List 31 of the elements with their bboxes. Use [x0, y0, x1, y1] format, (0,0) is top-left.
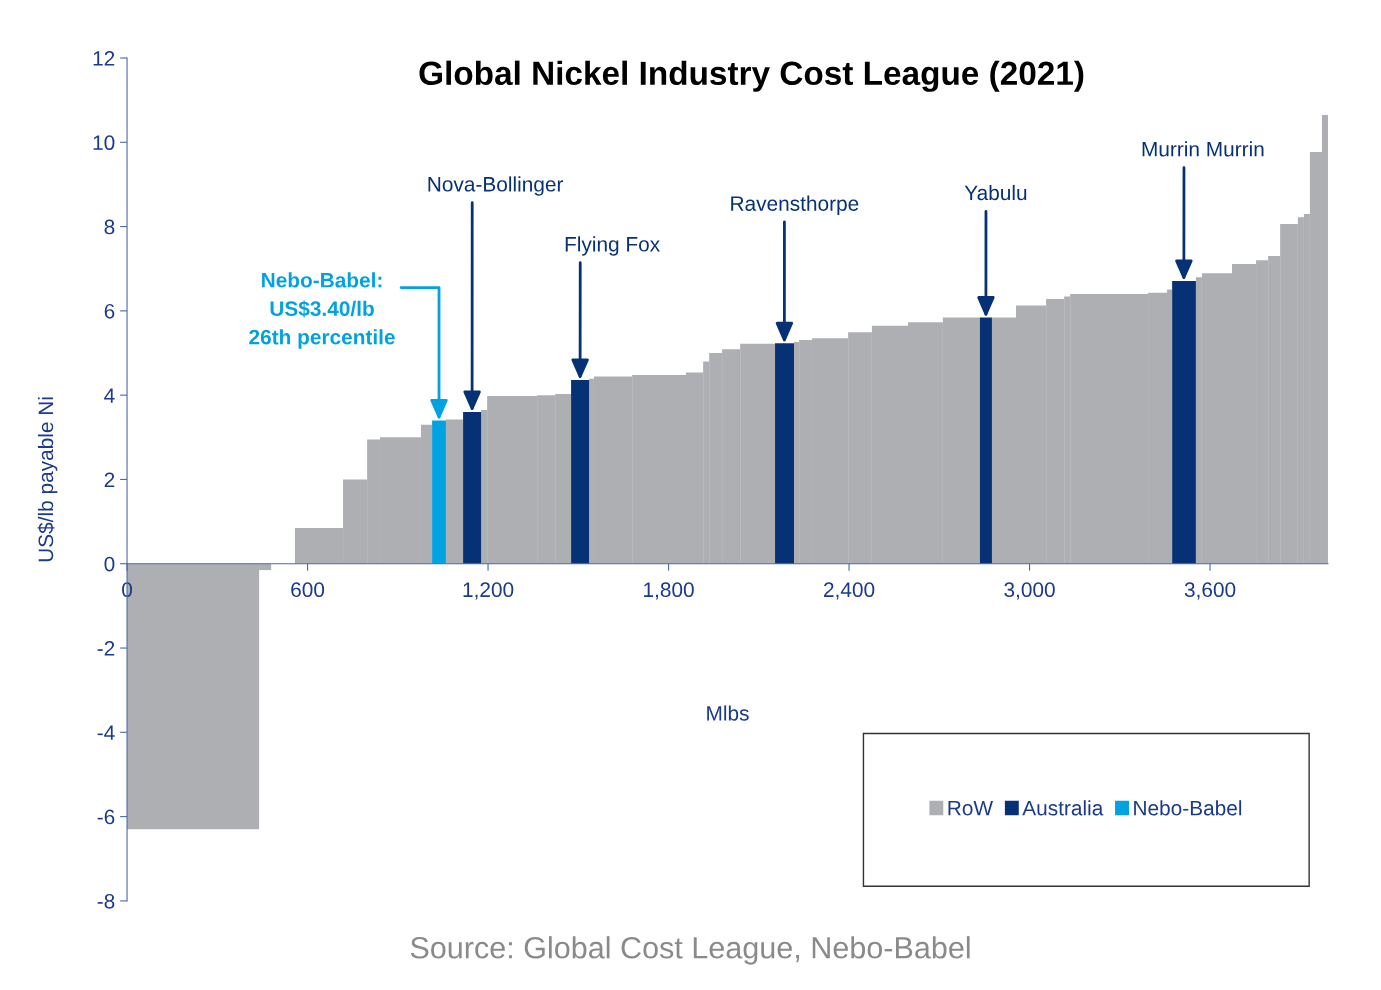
annotation: Flying Fox — [565, 236, 660, 256]
source-note: Source: Global Cost League, Nebo-Babel — [410, 936, 970, 965]
y-tick-label: 8 — [104, 219, 115, 235]
y-axis-title: US$/lb payable Ni — [37, 397, 58, 562]
x-tick-label: 1,800 — [644, 582, 694, 600]
annotation: Ravensthorpe — [731, 195, 859, 216]
x-axis-title: Mlbs — [707, 705, 749, 721]
x-tick-label: 2,400 — [824, 582, 875, 600]
x-tick-label: 3,000 — [1004, 582, 1055, 600]
legend-label: Australia — [1022, 800, 1104, 816]
legend-label: RoW — [948, 800, 993, 816]
y-tick-label: 0 — [104, 556, 115, 572]
y-tick-label: 2 — [104, 472, 115, 488]
annotation: Yabulu — [964, 184, 1027, 201]
y-tick-label: 10 — [93, 135, 115, 151]
y-tick-label: -4 — [97, 725, 115, 740]
y-tick-label: -6 — [97, 809, 115, 825]
y-tick-label: -8 — [97, 893, 115, 909]
annotation: Nebo-Babel: US$3.40/lb 26th percentile — [249, 272, 395, 349]
x-tick-label: 600 — [291, 582, 325, 598]
y-tick-label: 12 — [93, 51, 115, 66]
x-tick-label: 1,200 — [463, 582, 514, 600]
legend-label: Nebo-Babel — [1134, 800, 1242, 816]
y-tick-label: 6 — [104, 303, 115, 319]
x-tick-label: 3,600 — [1184, 582, 1236, 600]
x-tick-label: 0 — [122, 582, 133, 598]
y-tick-label: -2 — [97, 641, 115, 656]
annotation: Nova-Bollinger — [428, 176, 564, 196]
annotation: Murrin Murrin — [1142, 141, 1264, 157]
chart-title: Global Nickel Industry Cost League (2021) — [419, 60, 1084, 92]
y-tick-label: 4 — [104, 388, 115, 403]
